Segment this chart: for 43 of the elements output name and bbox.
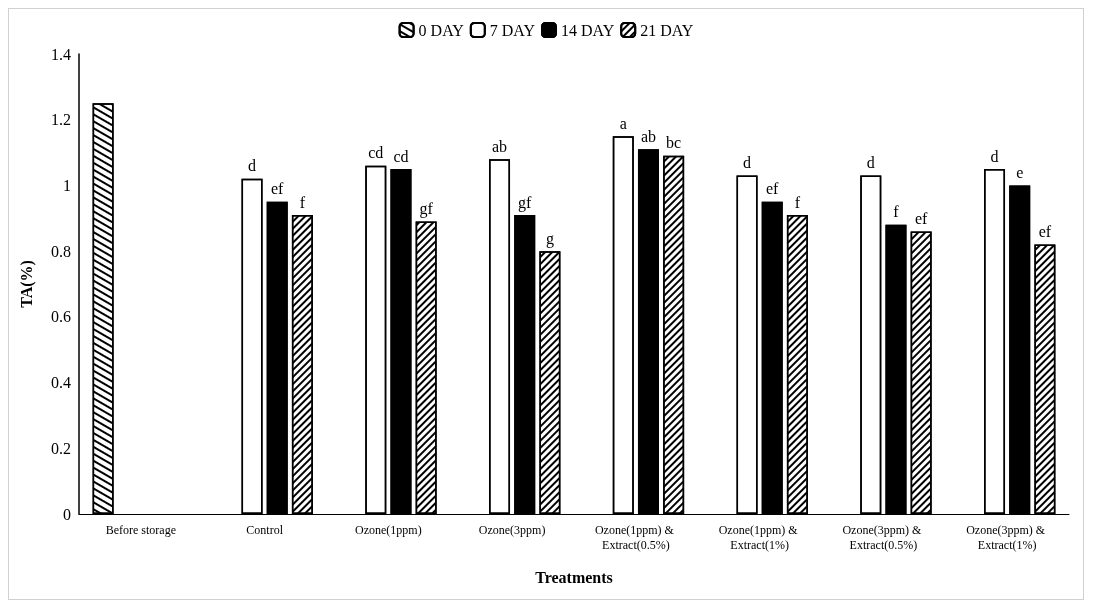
x-tick-label: Control [246,522,284,537]
legend-label: 21 DAY [640,21,694,39]
data-label: e [1016,163,1024,181]
y-tick-label: 1.2 [51,111,71,129]
x-tick-label: Ozone(1ppm) [355,522,422,537]
y-tick-label: 1 [63,176,71,194]
data-label: ab [491,137,508,155]
data-label: ef [766,180,780,198]
x-tick-label: Ozone(1ppm) & Extract(0.5%) [594,522,677,552]
y-tick-label: 0 [63,505,71,523]
y-tick-label: 0.2 [51,439,71,457]
y-tick-label: 0.6 [51,308,71,326]
data-label: gf [419,200,434,219]
y-axis-title: TA(%) [17,260,36,308]
x-tick-label: Before storage [105,522,177,537]
legend-label: 0 DAY [418,21,465,39]
data-label: ab [640,127,657,145]
x-tick-label: Ozone(3ppm) & Extract(1%) [966,522,1049,552]
x-tick-label: Ozone(3ppm) [478,522,546,537]
data-label: ef [271,180,285,198]
y-tick-label: 1.4 [51,45,71,63]
data-label: d [990,147,999,165]
data-label: bc [666,134,682,152]
x-tick-label: Ozone(3ppm) & Extract(0.5%) [842,522,925,552]
data-label: d [248,157,257,175]
data-label: f [893,203,900,221]
x-axis-title: Treatments [535,568,613,586]
data-label: g [545,229,554,248]
data-label: f [299,193,306,211]
y-tick-label: 0.8 [51,242,71,260]
data-label: d [866,154,875,172]
data-label: a [619,114,627,132]
data-label: ef [1038,223,1052,241]
data-label: d [743,154,752,172]
data-label: gf [518,193,533,212]
data-label: f [794,193,801,211]
x-tick-label: Ozone(1ppm) & Extract(1%) [718,522,801,552]
legend-label: 7 DAY [489,21,536,39]
data-label: ef [914,209,929,227]
legend-label: 14 DAY [561,21,615,39]
y-tick-label: 0.4 [51,374,71,392]
data-label: cd [368,144,384,162]
data-label: cd [393,147,409,165]
